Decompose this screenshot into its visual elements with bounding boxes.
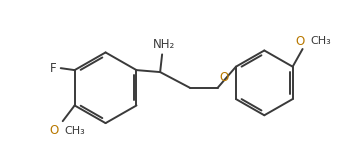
Text: CH₃: CH₃ [65, 126, 85, 136]
Text: O: O [219, 71, 228, 85]
Text: CH₃: CH₃ [311, 36, 331, 46]
Text: NH₂: NH₂ [153, 38, 175, 51]
Text: F: F [49, 62, 56, 75]
Text: O: O [49, 124, 59, 137]
Text: O: O [295, 35, 305, 48]
